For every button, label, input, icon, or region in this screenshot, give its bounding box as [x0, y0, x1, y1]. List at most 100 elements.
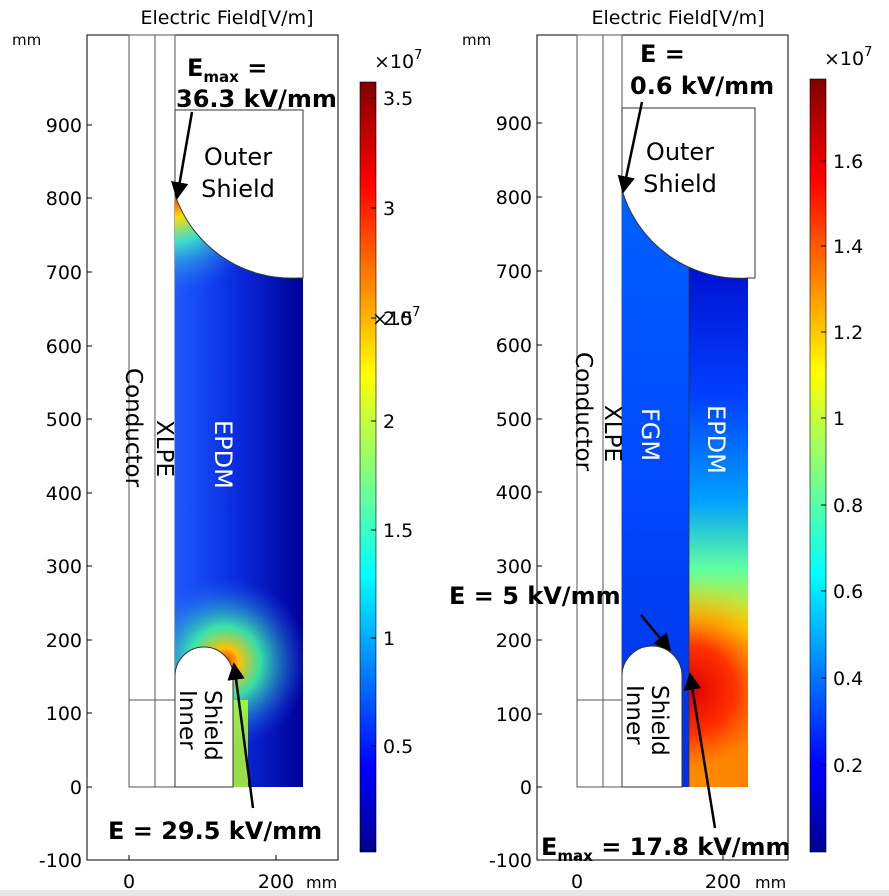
left-colorbar-mid-exponent: 7: [412, 305, 420, 320]
left-colorbar: ×107 3.5 3 2.5 2 1.5 1 0.5 ×107: [359, 48, 422, 853]
left-y-tick-0: 0: [70, 777, 82, 799]
right-colorbar-multiplier: ×10: [824, 48, 864, 70]
right-y-axis: 900 800 700 600 500 400 300 200 100 0 -1…: [489, 113, 542, 872]
right-outer-shield-label-2: Shield: [643, 170, 717, 198]
left-cb-tick-3: 3: [383, 198, 395, 220]
svg-text:×107: ×107: [374, 48, 422, 73]
right-top-arrow: [617, 101, 644, 194]
right-epdm-field: [688, 266, 748, 787]
right-x-tick-0: 0: [571, 871, 583, 893]
left-x-tick-200: 200: [258, 871, 294, 893]
left-emax-annotation: Emax = 36.3 kV/mm: [171, 54, 337, 200]
left-emax-value: 36.3 kV/mm: [176, 85, 337, 113]
left-epdm-field: [175, 195, 303, 787]
left-cb-tick-2.5: 2.5: [383, 308, 413, 330]
left-y-tick-300: 300: [46, 556, 82, 578]
right-y-tick-100: 100: [496, 704, 532, 726]
right-x-axis: 0 200 mm: [571, 855, 786, 893]
left-emax-sub: max: [203, 68, 239, 86]
svg-text:Emax = 17.8 kV/mm: Emax = 17.8 kV/mm: [541, 833, 791, 865]
left-bottom-value: E = 29.5 kV/mm: [108, 817, 322, 845]
right-colorbar-exponent: 7: [864, 45, 872, 60]
left-colorbar-mid-multiplier: ×10: [372, 308, 412, 330]
left-axes-frame: [86, 34, 339, 861]
right-x-unit: mm: [755, 873, 786, 892]
left-epdm-label: EPDM: [209, 420, 237, 489]
left-y-unit: mm: [12, 31, 41, 49]
left-x-unit: mm: [306, 873, 337, 892]
left-conductor-region: [128, 34, 156, 788]
left-emax-eq: =: [239, 54, 267, 82]
left-y-tick-800: 800: [46, 188, 82, 210]
left-colorbar-multiplier: ×10: [374, 51, 414, 73]
right-y-tick-0: 0: [520, 777, 532, 799]
left-y-axis: 900 800 700 600 500 400 300 200 100 0 -1…: [39, 115, 92, 872]
right-top-e: E =: [640, 40, 685, 68]
right-y-tick-minus100: -100: [489, 850, 532, 872]
left-cb-tick-2: 2: [383, 411, 395, 433]
left-outer-shield: [174, 109, 304, 279]
right-cb-tick-0.6: 0.6: [833, 581, 863, 603]
left-y-tick-500: 500: [46, 409, 82, 431]
left-y-tick-700: 700: [46, 262, 82, 284]
right-top-value: 0.6 kV/mm: [630, 72, 774, 100]
svg-text:Emax =: Emax =: [187, 54, 267, 86]
right-emax-e: E: [541, 833, 557, 861]
right-panel: Electric Field[V/m] mm 900 800 700 600 5…: [449, 7, 872, 893]
svg-text:×107: ×107: [824, 45, 872, 70]
right-fgm-field: [622, 190, 689, 787]
right-conductor-region: [576, 34, 604, 788]
right-middle-arrow: [640, 614, 672, 652]
right-y-tick-900: 900: [496, 113, 532, 135]
left-bottom-arrow: [227, 662, 255, 809]
right-y-unit: mm: [462, 31, 491, 49]
left-y-tick-minus100: -100: [39, 850, 82, 872]
bottom-strip: [0, 890, 889, 896]
right-axes-frame: [536, 34, 789, 861]
right-xlpe-label: XLPE: [599, 405, 625, 462]
left-outer-shield-label-1: Outer: [204, 143, 272, 171]
right-cb-tick-0.2: 0.2: [833, 755, 863, 777]
left-cb-tick-0.5: 0.5: [383, 736, 413, 758]
right-middle-annotation: E = 5 kV/mm: [449, 582, 672, 652]
right-cb-tick-0.4: 0.4: [833, 668, 863, 690]
left-emax-arrow: [171, 111, 194, 200]
left-x-tick-0: 0: [123, 871, 135, 893]
right-title: Electric Field[V/m]: [591, 7, 764, 29]
left-inner-shield-label-1: Inner: [174, 690, 200, 750]
left-y-tick-100: 100: [46, 703, 82, 725]
left-colorbar-exponent: 7: [414, 48, 422, 63]
right-cb-tick-1: 1: [833, 408, 845, 430]
left-emax-e: E: [187, 54, 203, 82]
right-cb-tick-1.4: 1.4: [833, 236, 863, 258]
right-y-tick-200: 200: [496, 630, 532, 652]
right-emax-rest: = 17.8 kV/mm: [593, 833, 791, 861]
left-x-axis: 0 200 mm: [123, 855, 337, 893]
right-outer-shield: [621, 107, 756, 279]
right-y-tick-300: 300: [496, 556, 532, 578]
left-panel: Electric Field[V/m] mm 900 800 700 600 5…: [12, 7, 422, 893]
right-middle-value: E = 5 kV/mm: [449, 582, 621, 610]
right-y-tick-700: 700: [496, 261, 532, 283]
svg-text:×107: ×107: [372, 305, 420, 330]
right-colorbar: ×107 1.6 1.4 1.2 1 0.8 0.6 0.4 0.2: [809, 45, 872, 853]
right-outer-shield-label-1: Outer: [646, 138, 714, 166]
right-y-tick-500: 500: [496, 409, 532, 431]
left-title: Electric Field[V/m]: [140, 7, 313, 29]
right-fgm-label: FGM: [636, 408, 664, 461]
left-conductor-label: Conductor: [120, 368, 146, 488]
left-outer-shield-label-2: Shield: [201, 175, 275, 203]
right-y-tick-400: 400: [496, 482, 532, 504]
left-xlpe-region: [154, 34, 176, 788]
right-x-tick-200: 200: [705, 871, 741, 893]
right-y-tick-600: 600: [496, 335, 532, 357]
right-conductor-label: Conductor: [570, 352, 596, 472]
right-bottom-annotation: Emax = 17.8 kV/mm: [541, 672, 791, 865]
left-cb-tick-3.5: 3.5: [383, 88, 413, 110]
right-inner-shield-label-1: Inner: [621, 685, 647, 745]
left-y-tick-400: 400: [46, 483, 82, 505]
left-y-tick-600: 600: [46, 336, 82, 358]
right-inner-shield-label-2: Shield: [646, 685, 672, 756]
right-cb-tick-1.2: 1.2: [833, 322, 863, 344]
